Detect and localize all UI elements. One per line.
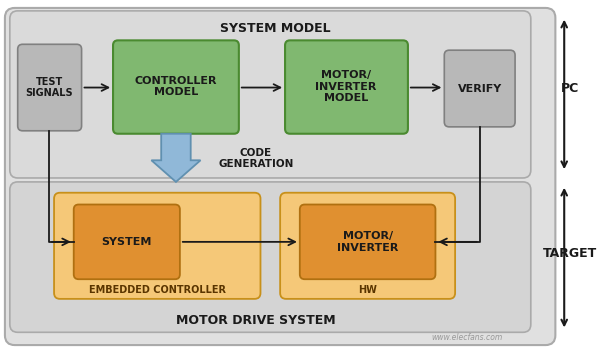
Text: SYSTEM: SYSTEM: [101, 237, 152, 247]
Text: PC: PC: [561, 82, 579, 95]
FancyBboxPatch shape: [280, 193, 455, 299]
Text: MOTOR DRIVE SYSTEM: MOTOR DRIVE SYSTEM: [176, 314, 335, 327]
Text: SYSTEM MODEL: SYSTEM MODEL: [220, 22, 331, 35]
Text: VERIFY: VERIFY: [458, 84, 502, 94]
FancyBboxPatch shape: [17, 44, 82, 131]
FancyBboxPatch shape: [54, 193, 260, 299]
FancyBboxPatch shape: [300, 204, 436, 279]
Text: CONTROLLER
MODEL: CONTROLLER MODEL: [134, 76, 217, 97]
Text: CODE
GENERATION: CODE GENERATION: [218, 148, 293, 169]
FancyBboxPatch shape: [5, 8, 556, 345]
Text: HW: HW: [358, 285, 377, 295]
FancyBboxPatch shape: [113, 40, 239, 134]
FancyBboxPatch shape: [10, 182, 531, 332]
Text: EMBEDDED CONTROLLER: EMBEDDED CONTROLLER: [89, 285, 226, 295]
Text: MOTOR/
INVERTER
MODEL: MOTOR/ INVERTER MODEL: [316, 70, 377, 103]
FancyArrow shape: [151, 134, 200, 182]
Text: TARGET: TARGET: [543, 247, 597, 260]
Text: TEST
SIGNALS: TEST SIGNALS: [25, 77, 73, 98]
Text: MOTOR/
INVERTER: MOTOR/ INVERTER: [337, 231, 398, 253]
FancyBboxPatch shape: [285, 40, 408, 134]
FancyBboxPatch shape: [10, 11, 531, 178]
Text: www.elecfans.com: www.elecfans.com: [431, 333, 503, 342]
FancyBboxPatch shape: [444, 50, 515, 127]
FancyBboxPatch shape: [74, 204, 180, 279]
